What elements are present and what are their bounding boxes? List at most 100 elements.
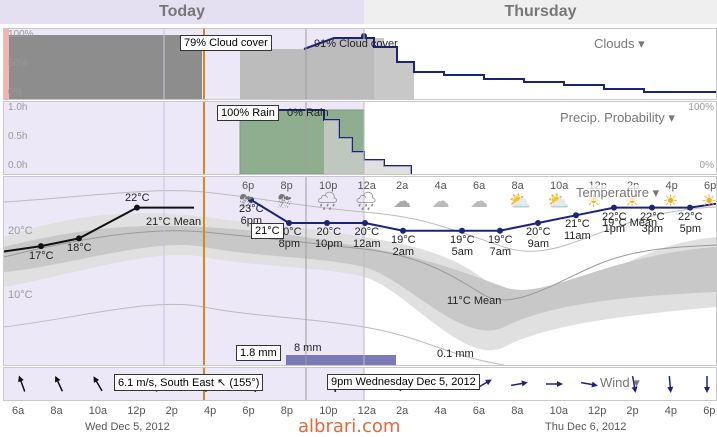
wind-tooltip: 6.1 m/s, South East ↖ (155°)	[114, 374, 264, 391]
temperature-point-label: 20°C 12am	[353, 226, 381, 250]
precip-y-05: 0.5h	[8, 131, 28, 142]
rain-amount-tooltip: 1.8 mm	[236, 345, 281, 361]
temperature-point	[324, 220, 330, 226]
icon-time-label: 10p	[319, 180, 338, 192]
day-header-thursday: Thursday	[364, 0, 717, 24]
time-tick: 6p	[703, 405, 716, 417]
sun-cloud-icon: ⛅	[508, 191, 531, 212]
icon-time-label: 10a	[550, 180, 569, 192]
sun-cloud-icon: ⛅	[547, 191, 570, 212]
temperature-point-label: 21°C 11am	[564, 218, 591, 243]
temperature-panel: 20°C 10°C 6p ⛈ 8p ⛈ 10p 🌧 12a 🌧 2a ☁ 4a ☁ 6a ☁ 8a ⛅ 10a ⛅…	[3, 176, 717, 366]
thunder-rain-icon: ⛈	[239, 191, 254, 212]
clouds-panel: 100% 50% 0% Clouds ▾ 79% Cloud cover 91%…	[3, 28, 717, 100]
icon-time-label: 8a	[511, 180, 524, 192]
time-tick: 12p	[588, 405, 607, 417]
mean-today-label: 21°C Mean	[146, 216, 202, 228]
temperature-point	[535, 220, 541, 226]
chevron-down-icon: ▾	[633, 375, 640, 390]
wind-arrow-icon	[546, 381, 563, 387]
wind-arrow-icon	[704, 376, 710, 393]
time-tick: 8a	[50, 405, 63, 417]
clouds-annotation: 91% Cloud cover	[314, 38, 398, 50]
time-tick: 4p	[204, 405, 217, 417]
time-tick: 2p	[165, 405, 178, 417]
time-tick: 4p	[664, 405, 678, 417]
temperature-point	[573, 212, 579, 219]
precip-y-1: 1.0h	[8, 102, 28, 113]
temp-y-20: 20°C	[8, 225, 33, 237]
time-tick: 10a	[88, 405, 108, 417]
chevron-down-icon: ▾	[652, 185, 660, 200]
chevron-down-icon: ▾	[638, 36, 645, 51]
temperature-point-label: 20°C 10pm	[315, 226, 343, 250]
icon-time-label: 4a	[434, 180, 447, 192]
temperature-point	[497, 227, 503, 234]
date-left: Wed Dec 5, 2012	[85, 421, 170, 433]
clouds-y-0: 0%	[8, 87, 23, 98]
temp-y-10: 10°C	[8, 289, 33, 301]
watermark: albrari.com	[298, 416, 401, 437]
time-tick: 4a	[434, 405, 447, 417]
clouds-tooltip: 79% Cloud cover	[180, 35, 272, 51]
temperature-point-label: 22°C 5pm	[678, 210, 703, 235]
wind-arrow-icon	[631, 375, 638, 393]
wind-arrow-icon	[510, 380, 528, 387]
precip-tooltip: 100% Rain	[217, 105, 279, 121]
time-tick: 2p	[626, 405, 639, 417]
time-axis: 6a 8a 10a 12p 2p 4p 6p 8p 10p 12a 2a 4a 6a 8a 10a 12p 2p…	[0, 401, 717, 437]
temperature-point	[649, 204, 655, 211]
time-tick: 10p	[319, 405, 338, 417]
icon-time-label: 8p	[280, 180, 293, 192]
thunder-rain-icon: ⛈	[277, 191, 292, 212]
icon-time-label: 12a	[357, 180, 376, 192]
precip-y-0: 0.0h	[8, 160, 28, 171]
chevron-down-icon: ▾	[668, 110, 675, 125]
time-tick: 12a	[357, 405, 376, 417]
temperature-point	[362, 220, 368, 226]
temperature-point-label: 19°C 2am	[391, 233, 416, 258]
precip-selector[interactable]: Precip. Probability ▾	[560, 110, 675, 125]
date-right: Thu Dec 6, 2012	[545, 421, 627, 433]
wind-arrow-icon	[55, 375, 64, 392]
icon-time-label: 6p	[242, 180, 255, 192]
rain-amount-annotation: 8 mm	[294, 342, 322, 354]
day-header-today: Today	[0, 0, 364, 24]
temperature-tooltip: 21°C	[251, 223, 284, 239]
icon-time-label: 4p	[665, 180, 678, 192]
clouds-y-50: 50%	[8, 58, 29, 69]
precip-y-right-100: 100%	[688, 102, 714, 113]
cloud-icon: ☁	[393, 191, 411, 212]
moon-cloud-icon: ☁	[470, 191, 488, 212]
clouds-selector[interactable]: Clouds ▾	[594, 36, 645, 51]
wind-arrow-icon	[580, 381, 598, 388]
temperature-selector[interactable]: Temperature ▾	[576, 185, 660, 201]
temperature-plot	[4, 177, 716, 365]
precip-plot	[4, 102, 412, 174]
cloud-bar-past	[7, 35, 202, 99]
wind-selector[interactable]: Wind ▾	[600, 375, 640, 390]
precip-panel: 1.0h 0.5h 0.0h 100% 0% Precip. Probabili…	[3, 101, 717, 175]
rain-icon: 🌧	[316, 191, 339, 212]
temperature-point-label: 22°C 3pm	[640, 210, 665, 235]
mean-right-label: 19°C Mean	[602, 217, 658, 229]
time-tick: 6p	[242, 405, 255, 417]
temperature-point	[134, 204, 140, 211]
time-tick: 6a	[472, 405, 486, 417]
temperature-point-label: 17°C	[29, 250, 54, 263]
wind-arrow-icon	[18, 375, 26, 392]
temperature-point	[248, 196, 254, 203]
temperature-series	[4, 196, 716, 253]
wind-arrow-icon	[93, 376, 103, 392]
clouds-y-100: 100%	[8, 29, 34, 40]
rain-icon: 🌧	[354, 191, 378, 212]
time-tick: 2a	[396, 405, 409, 417]
time-tick: 8p	[280, 405, 294, 417]
sun-icon: ☀	[701, 191, 717, 212]
wind-time-tooltip: 9pm Wednesday Dec 5, 2012	[327, 374, 480, 390]
temperature-point	[76, 235, 82, 242]
precip-annotation: 0% Rain	[287, 107, 329, 119]
temperature-point-label: 20°C 9am	[526, 226, 551, 250]
sun-icon: ☀	[662, 191, 679, 212]
icon-time-label: 2a	[396, 180, 409, 192]
